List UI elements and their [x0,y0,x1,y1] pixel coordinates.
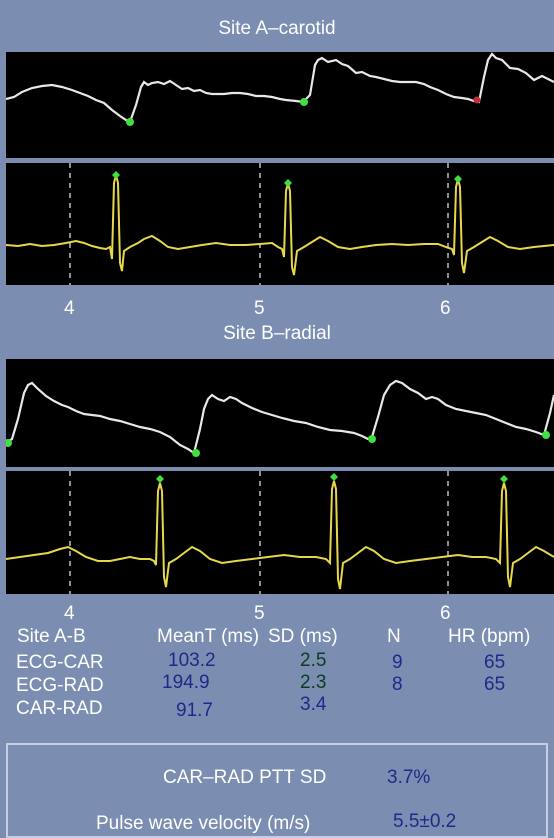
site-b-time-axis: 4 5 6 [0,603,554,625]
radial-pressure-plot [6,379,554,457]
n-value: 9 [392,652,403,673]
ecg-panel-site-a [6,163,554,285]
sd-value: 2.3 [300,672,327,693]
site-b-title: Site B–radial [223,323,331,344]
site-a-time-axis: 4 5 6 [0,298,554,320]
hr-value: 65 [484,674,506,695]
ptt-sd-label: CAR–RAD PTT SD [163,767,327,788]
sd-value: 2.5 [300,650,327,671]
row-label-ecg-car: ECG-CAR [16,652,104,673]
r-peak-marker-1 [112,171,120,179]
carotid-pressure-panel [6,52,554,158]
radial-foot-marker-2 [192,449,200,457]
r-peak-marker-3 [454,175,462,183]
radial-foot-marker-4 [542,431,550,439]
hr-value: 65 [484,652,506,673]
tick-label: 6 [440,298,451,319]
site-a-title: Site A–carotid [218,18,336,39]
ecg-panel-site-b [6,471,554,594]
row-label-car-rad: CAR-RAD [16,698,103,719]
header-mean-t: MeanT (ms) [157,626,260,647]
tick-label: 6 [440,603,451,624]
header-hr: HR (bpm) [448,626,531,647]
tick-label: 4 [64,603,75,624]
header-n: N [387,626,401,647]
header-sd: SD (ms) [268,626,338,647]
mean-t-value: 194.9 [162,672,210,693]
pwv-label: Pulse wave velocity (m/s) [96,813,311,834]
n-value: 8 [392,674,403,695]
ecg-trace-site-b [6,480,554,590]
carotid-foot-marker-3 [473,96,481,104]
radial-foot-marker-3 [368,435,376,443]
radial-pressure-panel [6,359,554,467]
sd-value: 3.4 [300,694,327,715]
radial-foot-marker-1 [6,439,12,447]
r-peak-marker-1 [156,475,164,483]
r-peak-marker-2 [330,473,338,481]
results-box: CAR–RAD PTT SD 3.7% Pulse wave velocity … [6,743,548,838]
mean-t-value: 91.7 [176,700,213,721]
carotid-pressure-plot [6,52,554,126]
r-peak-marker-3 [500,475,508,483]
carotid-foot-marker-1 [126,118,134,126]
mean-t-value: 103.2 [168,650,216,671]
ecg-plot-site-b [6,471,554,594]
row-label-ecg-rad: ECG-RAD [16,675,104,696]
ecg-plot-site-a [6,163,554,285]
pwv-value: 5.5±0.2 [393,811,457,832]
tick-label: 4 [64,298,75,319]
header-site-ab: Site A-B [17,626,86,647]
ptt-sd-value: 3.7% [387,767,431,788]
r-peak-marker-2 [284,179,292,187]
tick-label: 5 [254,603,265,624]
ecg-trace-site-a [6,174,554,276]
tick-label: 5 [254,298,265,319]
carotid-pressure-trace [6,52,554,124]
radial-pressure-trace [6,379,554,455]
carotid-foot-marker-2 [300,98,308,106]
